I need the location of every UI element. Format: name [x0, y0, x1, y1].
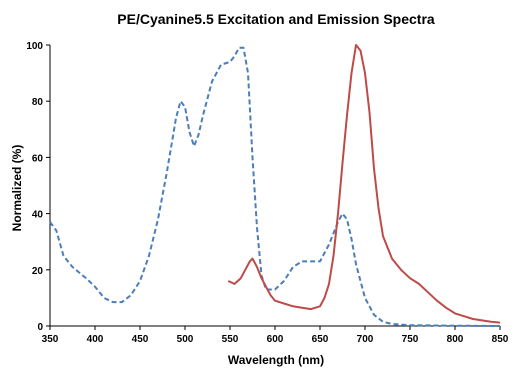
x-tick-label: 600	[267, 334, 284, 345]
y-tick-label: 80	[32, 97, 44, 108]
x-tick-label: 800	[447, 334, 464, 345]
x-tick-label: 850	[492, 334, 509, 345]
x-tick-label: 500	[177, 334, 194, 345]
chart-title: PE/Cyanine5.5 Excitation and Emission Sp…	[117, 11, 435, 27]
x-tick-label: 450	[132, 334, 149, 345]
x-tick-label: 350	[42, 334, 59, 345]
x-tick-label: 650	[312, 334, 329, 345]
axes	[46, 44, 501, 330]
emission-series-line	[227, 44, 501, 324]
y-tick-label: 40	[32, 210, 44, 221]
y-tick-label: 20	[32, 266, 44, 277]
x-tick-label: 750	[402, 334, 419, 345]
series-layer	[49, 44, 501, 327]
x-tick-labels: 350 400 450 500 550 600 650 700 750 800 850	[42, 334, 509, 345]
x-tick-label: 400	[87, 334, 104, 345]
x-axis-label: Wavelength (nm)	[228, 353, 324, 367]
excitation-series-line	[49, 46, 501, 327]
y-tick-label: 100	[26, 41, 43, 52]
x-tick-label: 550	[222, 334, 239, 345]
y-tick-labels: 0 20 40 60 80 100	[26, 41, 43, 333]
y-axis-label: Normalized (%)	[10, 145, 24, 232]
x-tick-label: 700	[357, 334, 374, 345]
y-tick-label: 0	[37, 322, 43, 333]
y-tick-label: 60	[32, 153, 44, 164]
